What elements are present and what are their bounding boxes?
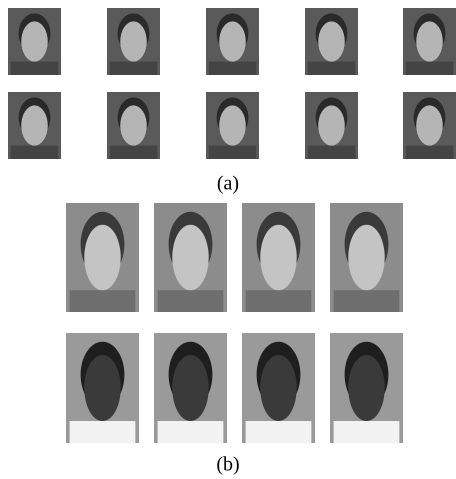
shoulders — [70, 421, 136, 443]
head — [318, 21, 345, 61]
shoulders — [209, 146, 257, 159]
head — [348, 225, 385, 290]
face-photo — [66, 203, 139, 312]
panel-label: (a) — [217, 173, 239, 195]
face-photo — [305, 8, 358, 75]
face-photo — [107, 92, 160, 159]
head — [260, 225, 297, 290]
head — [318, 105, 345, 145]
photo-grid — [8, 8, 456, 443]
face-photo — [330, 333, 403, 443]
head — [219, 21, 246, 61]
shoulders — [246, 290, 312, 312]
face-photo — [8, 8, 61, 75]
head — [21, 21, 48, 61]
head — [172, 225, 209, 290]
shoulders — [209, 62, 257, 75]
face-photo — [403, 92, 456, 159]
head — [120, 21, 147, 61]
head — [260, 355, 297, 421]
shoulders — [308, 146, 356, 159]
shoulders — [158, 421, 224, 443]
head — [84, 355, 121, 421]
head — [416, 21, 443, 61]
shoulders — [11, 62, 59, 75]
shoulders — [158, 290, 224, 312]
shoulders — [70, 290, 136, 312]
head — [219, 105, 246, 145]
face-photo — [242, 203, 315, 312]
shoulders — [334, 290, 400, 312]
face-photo — [66, 333, 139, 443]
face-photo — [206, 92, 259, 159]
page: (a) (b) (() => { const data = JSON.parse… — [0, 0, 456, 479]
face-photo — [206, 8, 259, 75]
head — [348, 355, 385, 421]
face-photo — [107, 8, 160, 75]
shoulders — [246, 421, 312, 443]
shoulders — [308, 62, 356, 75]
shoulders — [334, 421, 400, 443]
shoulders — [406, 146, 454, 159]
face-photo — [154, 333, 227, 443]
face-photo — [242, 333, 315, 443]
head — [84, 225, 121, 290]
shoulders — [11, 146, 59, 159]
shoulders — [406, 62, 454, 75]
head — [416, 105, 443, 145]
shoulders — [110, 146, 158, 159]
head — [120, 105, 147, 145]
face-photo — [8, 92, 61, 159]
face-photo — [305, 92, 358, 159]
head — [172, 355, 209, 421]
face-photo — [403, 8, 456, 75]
face-photo — [154, 203, 227, 312]
face-photo — [330, 203, 403, 312]
shoulders — [110, 62, 158, 75]
figure: (a) (b) — [0, 0, 456, 479]
head — [21, 105, 48, 145]
panel-label: (b) — [216, 454, 239, 476]
